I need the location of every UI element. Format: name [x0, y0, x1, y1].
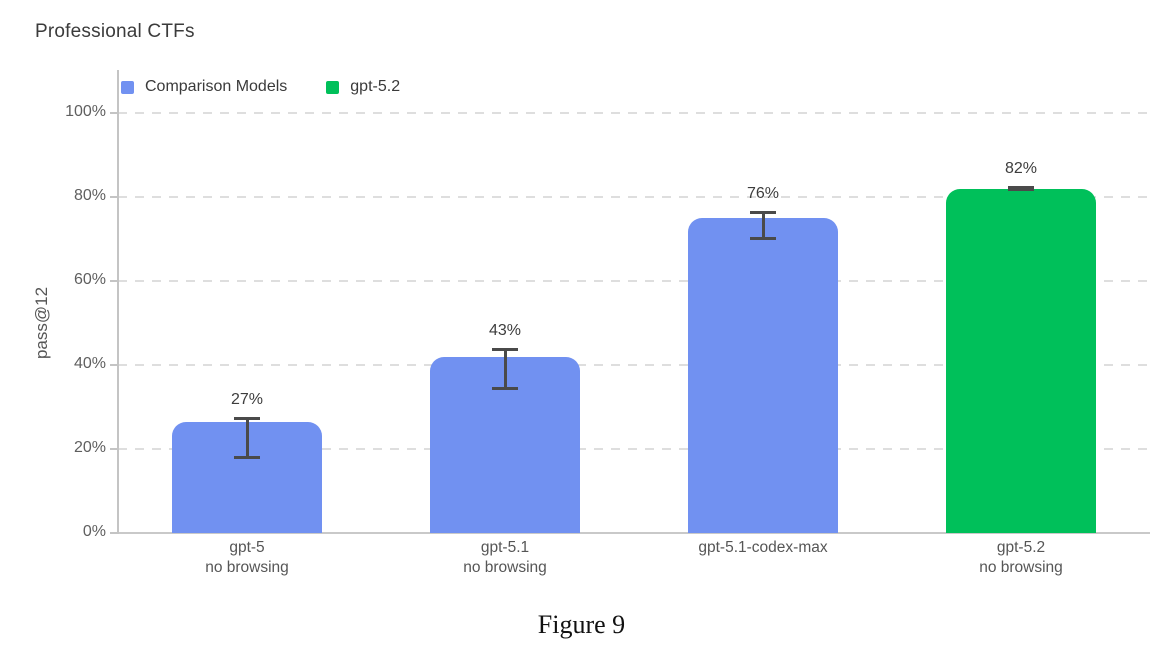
x-axis-label-line: gpt-5.1	[480, 539, 530, 556]
y-tick-mark-80	[110, 196, 118, 198]
y-axis-line	[117, 70, 119, 534]
error-cap-top-gpt-5-1-codex-max	[750, 211, 776, 215]
gridline-80	[118, 196, 1150, 198]
bar-gpt-5-2-no-browsing	[946, 188, 1096, 533]
y-tick-label-100: 100%	[65, 103, 106, 120]
figure-caption: Figure 9	[537, 610, 626, 639]
x-axis-label-line: no browsing	[463, 559, 547, 576]
legend-item-comparison-models: Comparison Models	[121, 78, 287, 96]
bar-gpt-5-1-codex-max	[688, 218, 838, 533]
error-cap-bottom-gpt-5-1-no-browsing	[492, 386, 518, 390]
gridline-60	[118, 280, 1150, 282]
y-tick-label-60: 60%	[73, 271, 106, 288]
legend-label-gpt-5-2: gpt-5.2	[350, 78, 401, 95]
y-tick-mark-0	[110, 532, 118, 534]
value-label-gpt-5-no-browsing: 27%	[230, 390, 264, 408]
y-tick-mark-100	[110, 112, 118, 114]
error-bar-gpt-5-1-codex-max	[761, 212, 765, 239]
legend: Comparison Models gpt-5.2	[121, 78, 400, 96]
error-bar-gpt-5-1-no-browsing	[503, 349, 507, 389]
x-axis-label-line: no browsing	[205, 559, 289, 576]
y-tick-label-40: 40%	[73, 355, 106, 372]
x-axis-label-line: gpt-5	[229, 539, 265, 556]
gridline-20	[118, 448, 1150, 450]
x-axis-label-gpt-5-2-no-browsing: gpt-5.2 no browsing	[892, 538, 1150, 578]
error-cap-bottom-gpt-5-no-browsing	[234, 455, 260, 459]
y-tick-label-20: 20%	[73, 439, 106, 456]
value-label-gpt-5-2-no-browsing: 82%	[1004, 159, 1038, 177]
error-cap-top-gpt-5-1-no-browsing	[492, 348, 518, 352]
x-axis-label-line: gpt-5.2	[996, 539, 1046, 556]
value-label-gpt-5-1-no-browsing: 43%	[488, 322, 522, 340]
legend-label-comparison-models: Comparison Models	[145, 78, 288, 95]
y-tick-label-0: 0%	[82, 523, 106, 540]
error-cap-top-gpt-5-no-browsing	[234, 416, 260, 420]
y-tick-mark-20	[110, 448, 118, 450]
error-cap-bottom-gpt-5-2-no-browsing	[1008, 188, 1034, 192]
y-tick-label-80: 80%	[73, 187, 106, 204]
error-cap-top-gpt-5-2-no-browsing	[1008, 185, 1034, 189]
x-axis-label-line: no browsing	[979, 559, 1063, 576]
chart-title: Professional CTFs	[35, 21, 195, 42]
x-axis-label-gpt-5-1-no-browsing: gpt-5.1 no browsing	[376, 538, 634, 578]
y-axis-title: pass@12	[32, 286, 51, 360]
x-axis-label-gpt-5-no-browsing: gpt-5 no browsing	[118, 538, 376, 578]
legend-item-gpt-5-2: gpt-5.2	[326, 78, 400, 96]
x-axis-baseline	[118, 532, 1150, 534]
gridline-100	[118, 112, 1150, 114]
x-axis-label-gpt-5-1-codex-max: gpt-5.1-codex-max	[634, 538, 892, 558]
error-cap-bottom-gpt-5-1-codex-max	[750, 237, 776, 240]
legend-swatch-comparison-icon	[121, 80, 134, 94]
gridline-40	[118, 364, 1150, 366]
x-axis-label-line: gpt-5.1-codex-max	[698, 539, 828, 556]
y-tick-mark-40	[110, 364, 118, 366]
legend-swatch-highlight-icon	[326, 80, 340, 94]
value-label-gpt-5-1-codex-max: 76%	[746, 185, 780, 203]
y-tick-mark-60	[110, 280, 118, 282]
error-bar-gpt-5-no-browsing	[245, 417, 249, 458]
